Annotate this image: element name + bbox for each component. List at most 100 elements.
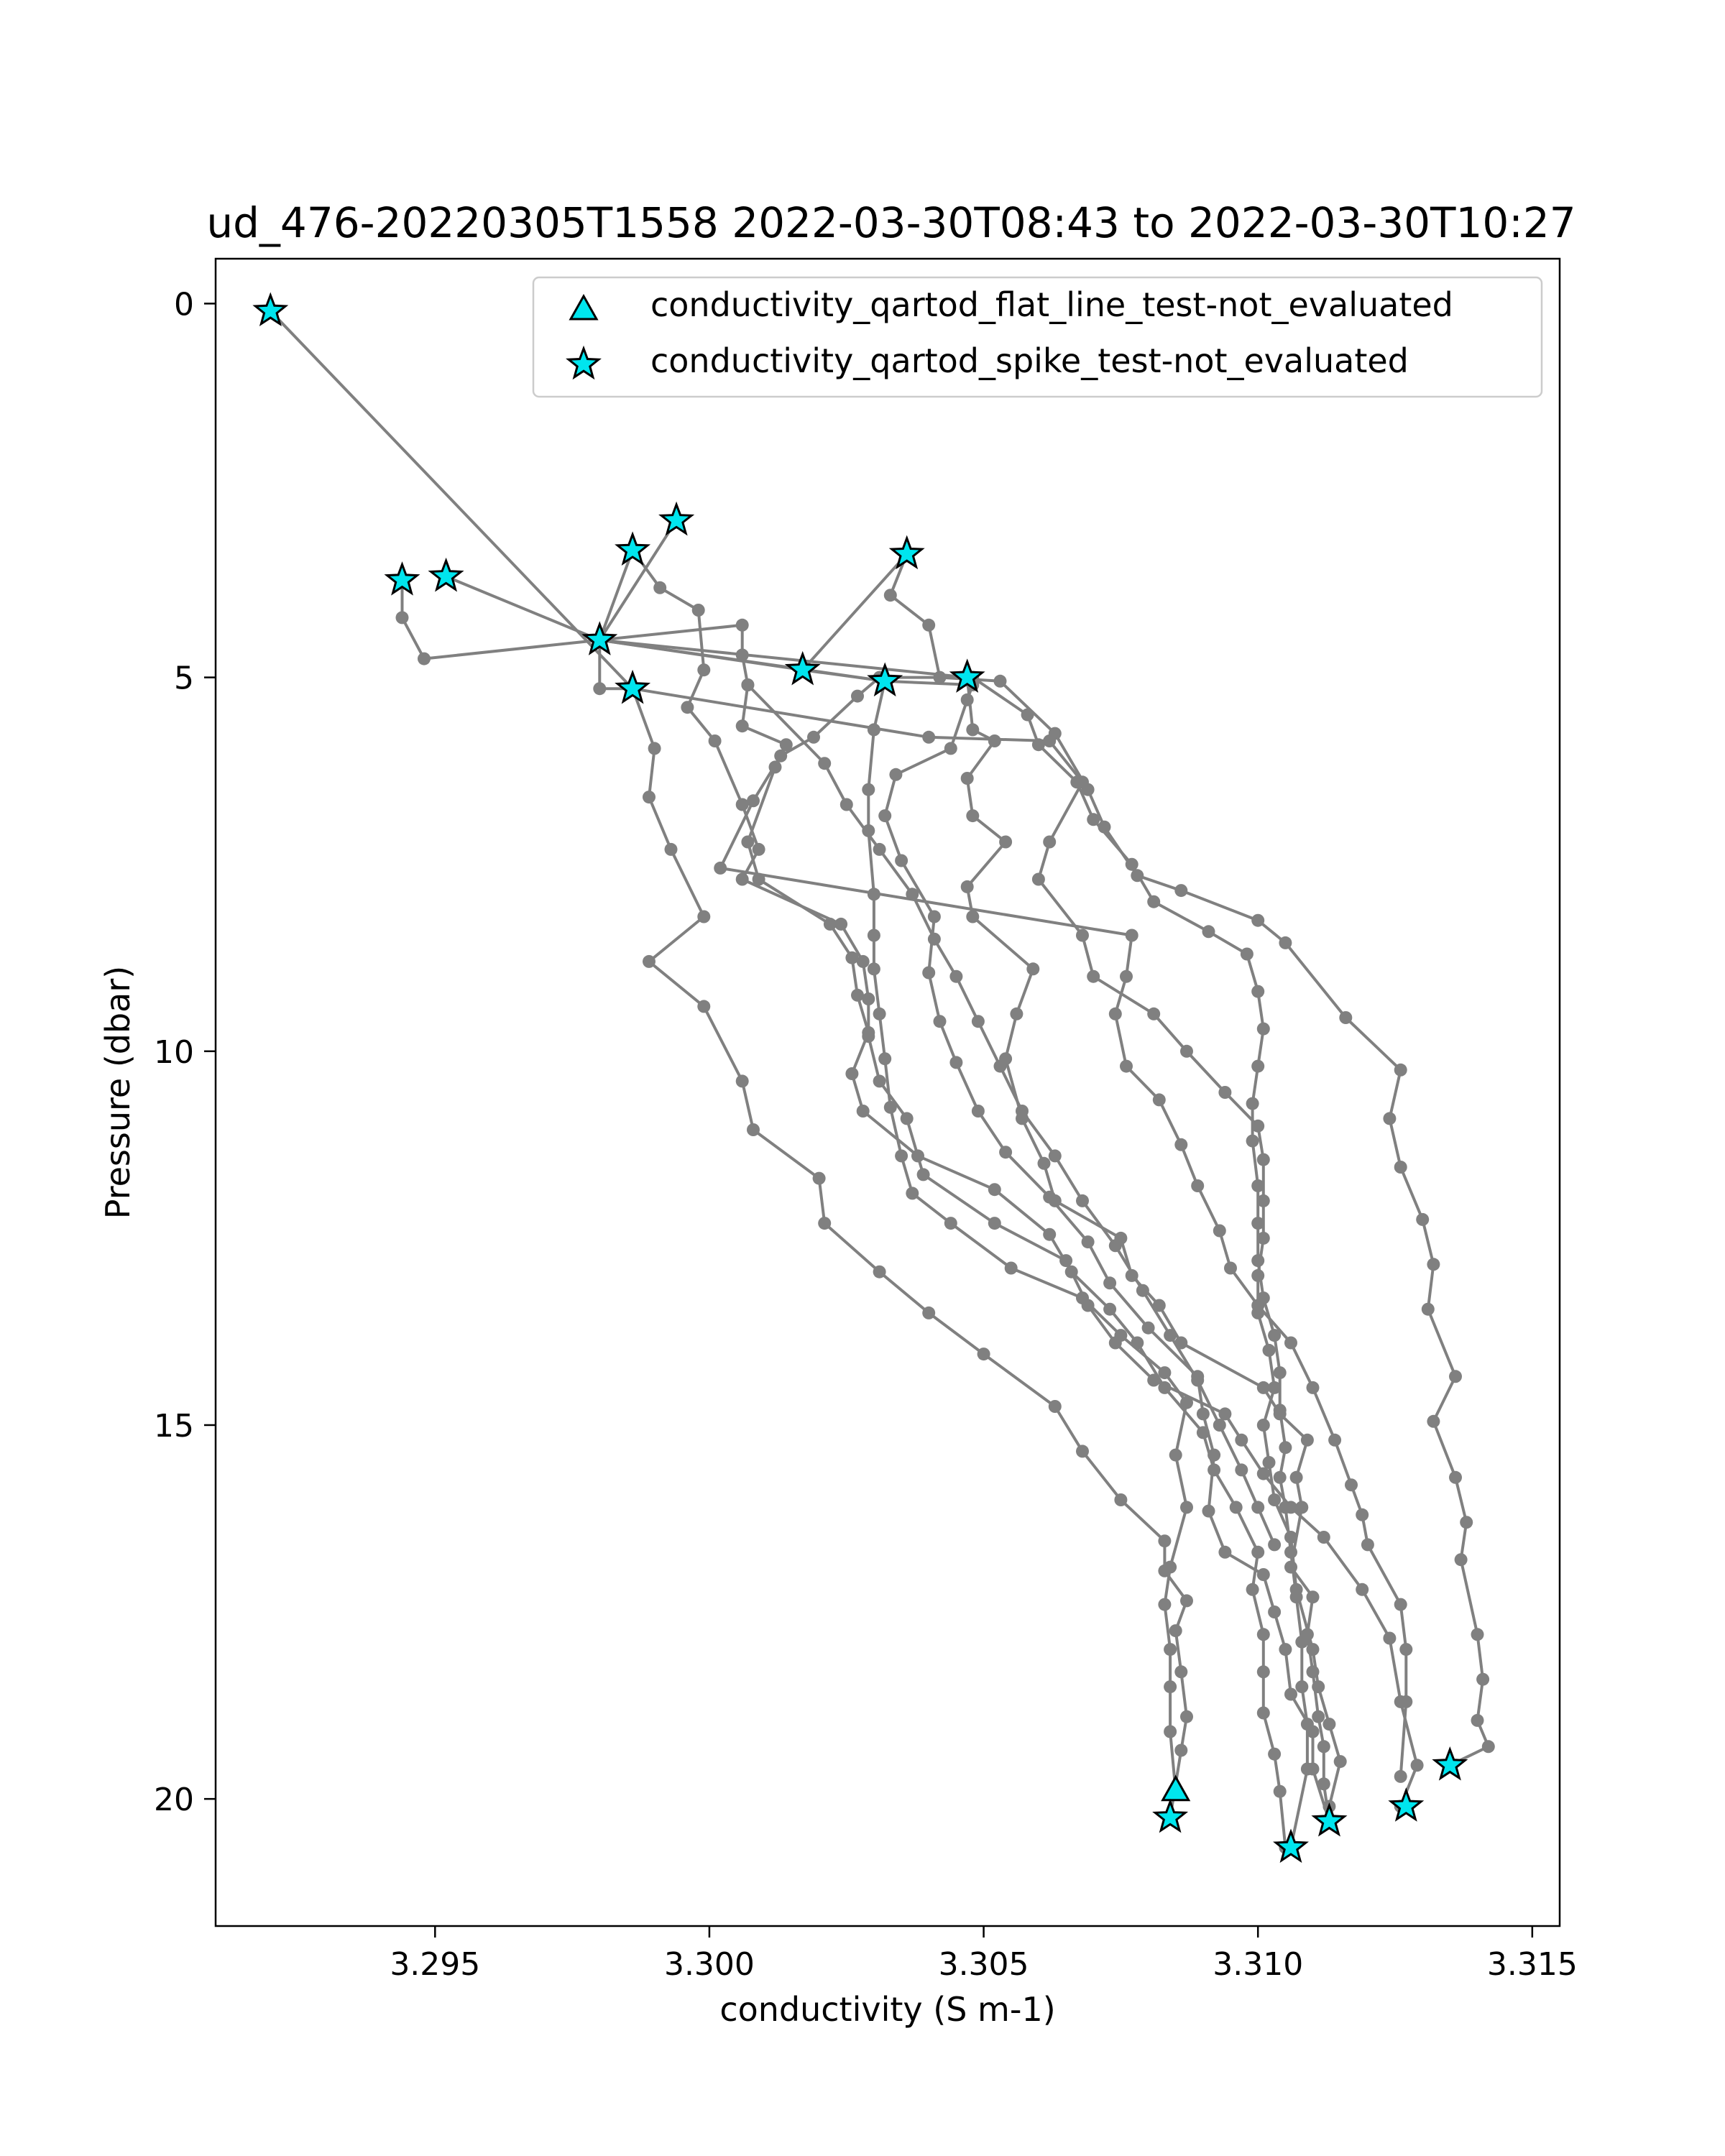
profile-1-point-19 [1158,1534,1172,1548]
spike-marker-8 [784,650,821,686]
profile-8-point-10 [873,1007,886,1021]
profile-1-point-11 [812,1171,826,1185]
profile-4-point-30 [1312,1710,1325,1723]
legend-star-glyph [566,345,602,380]
profile-11-point-4 [1070,775,1084,789]
profile-2-point-14 [845,951,859,964]
y-tick-label-3: 10 [154,1034,194,1071]
profile-12-point-9 [993,1059,1007,1073]
profile-12-point-13 [1108,1239,1122,1253]
profile-7-point-23 [1208,1448,1221,1462]
profile-5-point-20 [1449,1370,1462,1383]
profile-2-point-17 [845,1067,859,1080]
y-tick-label-2: 5 [174,660,194,697]
profile-3-point-25 [1235,1433,1248,1447]
profile-12-point-20 [1268,1538,1282,1552]
profile-10-point-18 [1262,1343,1276,1357]
profile-9-point-9 [1120,969,1133,983]
profile-10-point-25 [1306,1643,1320,1657]
profile-4-point-23 [1300,1433,1314,1447]
profile-8-point-17 [1076,1291,1089,1305]
profile-11-point-18 [1256,1291,1270,1305]
profile-1-point-6 [697,910,711,923]
profile-10-point-26 [1312,1680,1325,1694]
y-tick-label-5: 20 [154,1782,194,1818]
profile-10-point-7 [1076,929,1089,942]
profile-1-point-4 [643,791,656,804]
profile-1-point-21 [1180,1594,1193,1608]
profile-2-point-2 [395,611,409,625]
profile-11-point-19 [1268,1329,1282,1342]
profile-5-point-14 [1394,1063,1407,1077]
profile-10-point-15 [1256,1231,1270,1245]
profile-11-point-29 [1300,1718,1314,1731]
profile-9-point-20 [1328,1433,1342,1447]
profile-1-point-18 [1114,1493,1128,1506]
profile-7-point-14 [949,1056,963,1069]
spike-marker-2 [658,501,695,536]
profile-4-point-10 [966,910,980,923]
profile-3-point-14 [862,992,875,1005]
profile-5-point-24 [1454,1553,1468,1567]
profile-8-point-22 [1180,1501,1193,1514]
profile-4-point-24 [1289,1470,1303,1484]
profile-8-point-12 [883,1100,897,1114]
profile-7-point-17 [1043,1190,1057,1204]
profile-11-point-9 [1240,947,1254,961]
x-axis-label: conductivity (S m-1) [719,1990,1055,2029]
profile-11-point-27 [1295,1635,1309,1649]
profile-1-point-22 [1169,1624,1182,1638]
profile-7-point-24 [1202,1504,1215,1518]
profile-10-point-3 [1043,734,1057,747]
profile-11-point-26 [1289,1590,1303,1604]
profile-11-point-7 [1147,895,1161,908]
profile-11-point-13 [1246,1097,1259,1110]
profile-4-point-7 [966,809,980,823]
profile-2-point-11 [741,835,755,849]
profile-4-point-27 [1306,1590,1320,1604]
profile-1-point-8 [697,1000,711,1013]
profile-10-point-11 [1218,1086,1232,1099]
profile-10-point-22 [1268,1493,1282,1506]
profile-11-point-8 [1202,925,1215,939]
profile-9-point-12 [1152,1093,1166,1107]
profile-7-point-11 [927,910,941,923]
profile-line-6 [801,553,908,671]
profile-5-point-15 [1383,1112,1397,1125]
profile-5-point-22 [1449,1470,1462,1484]
profile-5-point-2 [883,589,897,602]
profile-7-point-12 [922,966,936,980]
profile-10-point-2 [922,730,936,744]
profile-2-point-20 [988,1183,1001,1197]
profile-2-point-3 [418,652,431,665]
profile-10-point-14 [1256,1194,1270,1207]
profile-4-point-8 [999,835,1013,849]
profile-8-point-20 [1180,1396,1193,1409]
profile-7-point-27 [1268,1606,1282,1618]
profile-3-point-26 [1256,1467,1270,1480]
profile-2-point-15 [851,988,864,1002]
legend: conductivity_qartod_flat_line_test-not_e… [532,276,1543,398]
profile-9-point-15 [1213,1224,1226,1238]
profile-8-point-19 [1158,1366,1172,1380]
profile-4-point-9 [960,880,974,893]
profile-10-point-17 [1251,1306,1265,1319]
profile-2-point-5 [735,618,749,632]
profile-5-point-28 [1481,1740,1495,1754]
profile-3-point-12 [834,917,848,931]
profile-8-point-27 [1164,1725,1177,1738]
profile-12-point-15 [1164,1329,1177,1342]
profile-3-point-24 [1218,1407,1232,1421]
spike-marker-7 [581,621,618,655]
spike-marker-14 [1152,1798,1189,1833]
profile-2-point-32 [1256,1665,1270,1679]
profile-1-point-13 [873,1265,886,1279]
profile-7-point-26 [1256,1568,1270,1581]
profile-9-point-23 [1361,1538,1374,1552]
profile-7-point-20 [1141,1321,1155,1335]
profile-9-point-16 [1224,1261,1237,1275]
profile-12-point-8 [971,1015,985,1028]
profile-7-point-25 [1218,1545,1232,1559]
legend-triangle-glyph [569,293,599,321]
spike-marker-15 [1311,1802,1348,1837]
